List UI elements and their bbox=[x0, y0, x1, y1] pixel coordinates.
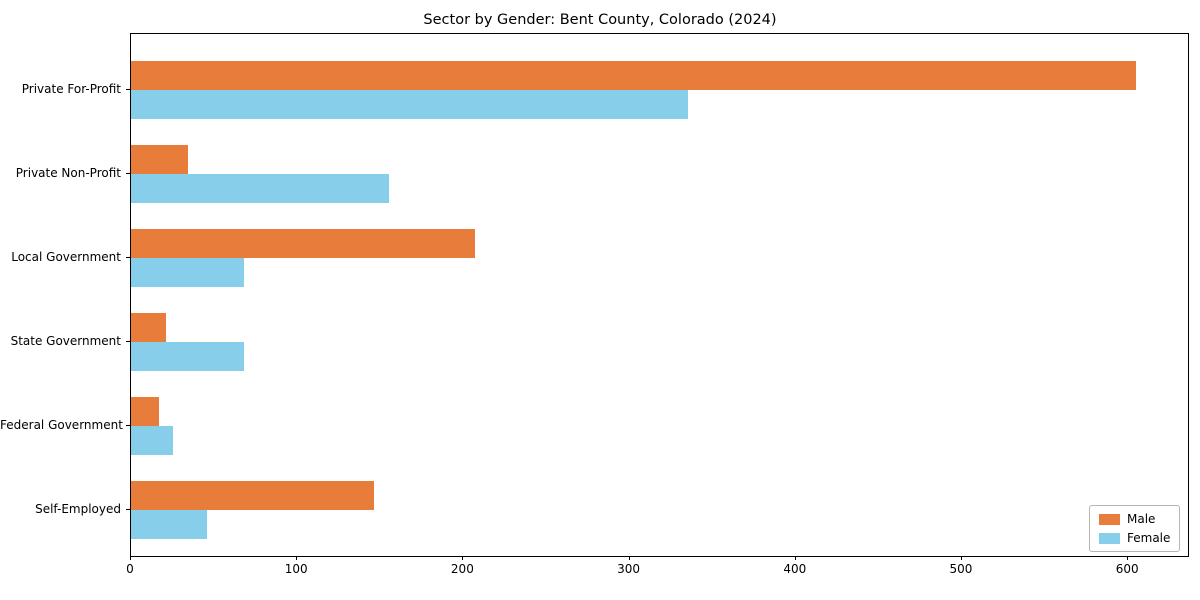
x-tick-mark bbox=[794, 556, 796, 560]
chart-title: Sector by Gender: Bent County, Colorado … bbox=[423, 12, 777, 28]
x-tick-mark bbox=[130, 556, 131, 560]
bar-male-private-non-profit bbox=[131, 145, 188, 174]
legend-swatch-female bbox=[1099, 532, 1120, 544]
bar-female-self-employed bbox=[131, 510, 208, 539]
y-tick-label-private-for-profit: Private For-Profit bbox=[21, 82, 121, 96]
legend: Male Female bbox=[1089, 505, 1181, 552]
bar-male-private-for-profit bbox=[131, 61, 1137, 90]
legend-entry-male: Male bbox=[1099, 512, 1170, 526]
y-tick-label-local-government: Local Government bbox=[11, 250, 121, 264]
x-tick-mark bbox=[296, 556, 298, 560]
y-tick-label-self-employed: Self-Employed bbox=[35, 502, 121, 516]
x-tick-label-500: 500 bbox=[949, 562, 973, 576]
legend-swatch-male bbox=[1099, 513, 1120, 525]
x-tick-label-100: 100 bbox=[284, 562, 308, 576]
bar-female-local-government bbox=[131, 258, 244, 287]
bar-female-private-non-profit bbox=[131, 174, 389, 203]
x-tick-label-400: 400 bbox=[783, 562, 807, 576]
x-tick-mark bbox=[462, 556, 464, 560]
bar-male-federal-government bbox=[131, 397, 160, 426]
plot-area bbox=[130, 33, 1189, 557]
x-tick-label-0: 0 bbox=[126, 562, 134, 576]
bar-female-state-government bbox=[131, 342, 244, 371]
y-tick-mark bbox=[126, 173, 130, 174]
y-tick-mark bbox=[126, 89, 130, 90]
x-tick-mark bbox=[628, 556, 630, 560]
x-tick-label-300: 300 bbox=[617, 562, 641, 576]
bar-female-federal-government bbox=[131, 426, 173, 455]
y-tick-label-state-government: State Government bbox=[10, 334, 121, 348]
x-tick-label-200: 200 bbox=[450, 562, 474, 576]
bar-male-self-employed bbox=[131, 481, 374, 510]
legend-label-male: Male bbox=[1127, 512, 1156, 526]
legend-entry-female: Female bbox=[1099, 531, 1170, 545]
x-tick-mark bbox=[960, 556, 962, 560]
x-tick-label-600: 600 bbox=[1115, 562, 1139, 576]
legend-label-female: Female bbox=[1127, 531, 1171, 545]
bar-female-private-for-profit bbox=[131, 90, 688, 119]
y-tick-mark bbox=[126, 425, 130, 426]
y-tick-label-private-non-profit: Private Non-Profit bbox=[15, 166, 121, 180]
bar-male-state-government bbox=[131, 313, 166, 342]
y-tick-mark bbox=[126, 341, 130, 342]
bar-male-local-government bbox=[131, 229, 476, 258]
x-tick-mark bbox=[1127, 556, 1129, 560]
y-tick-label-federal-government: Federal Government bbox=[0, 418, 123, 432]
y-tick-mark bbox=[126, 509, 130, 510]
y-tick-mark bbox=[126, 257, 130, 258]
